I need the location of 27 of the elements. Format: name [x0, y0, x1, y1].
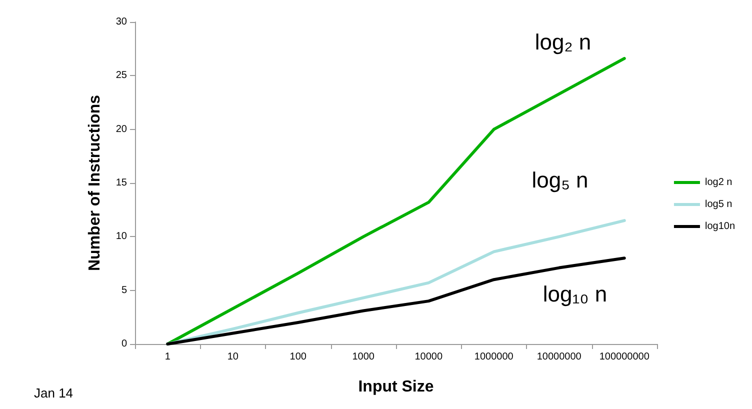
- x-tick-label: 1000000: [474, 352, 514, 362]
- x-tick-label: 10: [227, 352, 239, 362]
- line-series: [166, 256, 626, 346]
- legend-label: log10n: [704, 221, 735, 232]
- annotation: log₅ n: [532, 168, 588, 192]
- line-series: [166, 219, 626, 346]
- y-tick-label: 5: [121, 284, 128, 296]
- x-tick-label: 10000000: [536, 352, 582, 362]
- y-tick-label: 25: [116, 70, 128, 82]
- y-tick-label: 15: [116, 178, 128, 188]
- y-tick-label: 10: [116, 231, 128, 242]
- legend-label: log5 n: [704, 199, 732, 210]
- x-axis-title: Input Size: [358, 378, 434, 396]
- y-tick-label: 0: [121, 338, 128, 350]
- x-tick-label: 1: [164, 352, 171, 362]
- legend-label: log2 n: [704, 177, 732, 188]
- annotation: log₁₀ n: [542, 282, 608, 306]
- x-tick-label: 100: [290, 352, 307, 362]
- text: Jan 14: [34, 386, 74, 400]
- y-axis-title: Number of Instructions: [86, 94, 104, 272]
- line-series: [166, 56, 626, 346]
- y-tick-label: 20: [116, 124, 128, 135]
- x-tick-label: 10000: [414, 352, 443, 362]
- y-tick-label: 30: [116, 16, 128, 28]
- x-tick-label: 1000: [352, 352, 375, 362]
- annotation: log₂ n: [534, 30, 592, 54]
- x-tick-label: 100000000: [599, 352, 650, 362]
